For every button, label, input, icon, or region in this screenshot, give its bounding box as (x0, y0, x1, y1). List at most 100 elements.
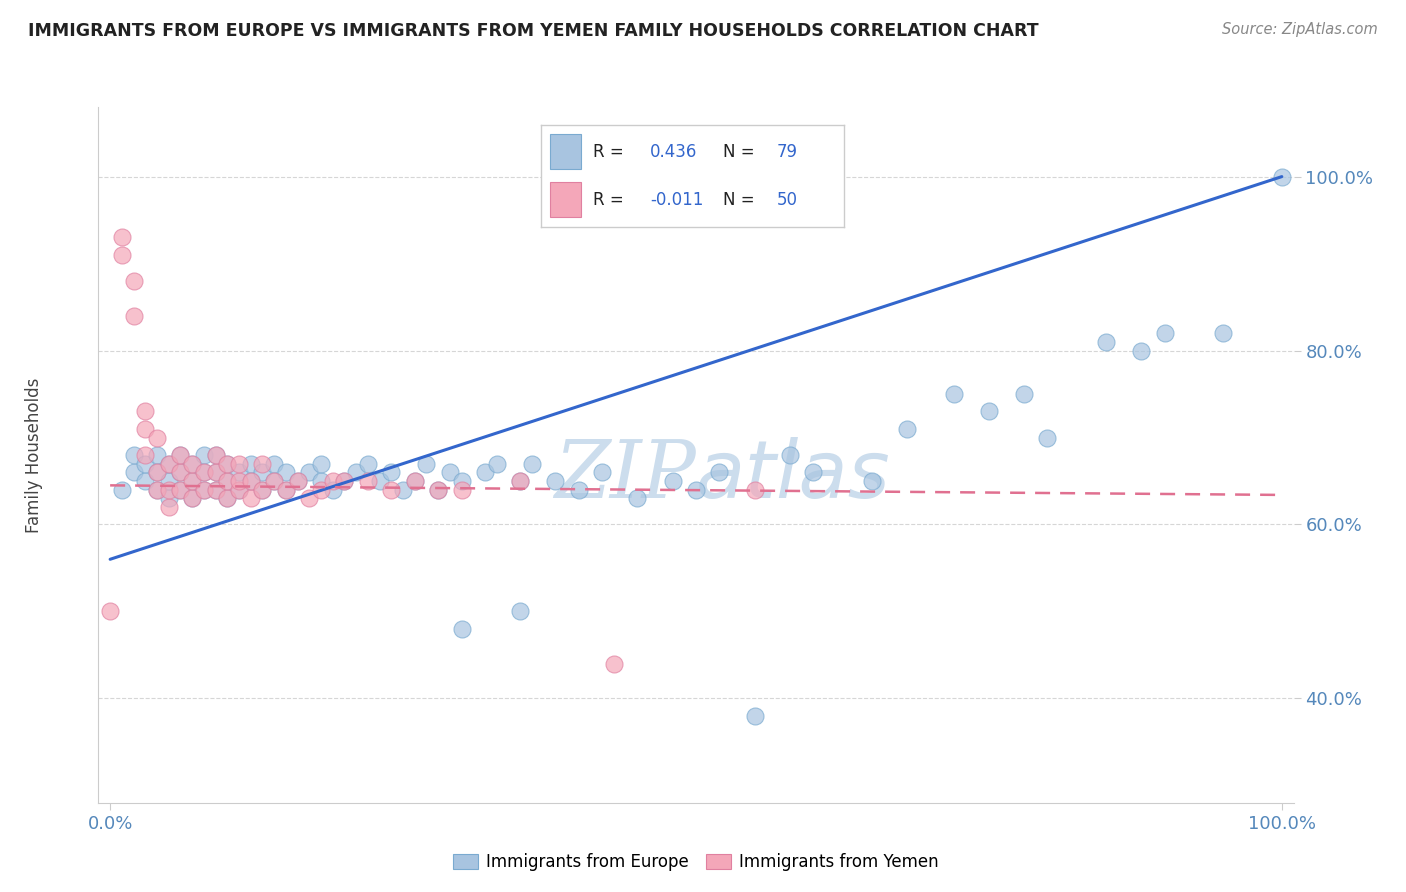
Point (157, 500, 180, 514)
Point (217, 457, 239, 471)
Point (450, 483, 472, 497)
Point (1095, 334, 1118, 349)
Point (568, 483, 591, 497)
Point (309, 474, 332, 488)
Point (193, 466, 215, 480)
Point (122, 309, 145, 323)
Point (942, 387, 965, 401)
Point (485, 457, 508, 471)
FancyBboxPatch shape (550, 134, 581, 169)
Point (239, 491, 262, 506)
Point (193, 448, 215, 462)
Text: Source: ZipAtlas.com: Source: ZipAtlas.com (1222, 22, 1378, 37)
Point (368, 474, 391, 488)
Point (779, 448, 801, 462)
Point (239, 457, 262, 471)
Point (415, 457, 437, 471)
Point (896, 422, 918, 436)
Point (181, 474, 204, 488)
Point (392, 483, 415, 497)
Point (146, 483, 169, 497)
Point (228, 483, 250, 497)
Point (204, 483, 226, 497)
Point (322, 483, 344, 497)
Point (134, 448, 156, 462)
Point (111, 483, 134, 497)
Point (333, 474, 356, 488)
Point (298, 466, 321, 480)
Point (204, 448, 226, 462)
Point (193, 466, 215, 480)
Point (309, 457, 332, 471)
Point (122, 274, 145, 288)
Point (146, 431, 169, 445)
Point (1212, 326, 1234, 341)
Point (357, 457, 380, 471)
Point (204, 466, 226, 480)
Point (357, 474, 380, 488)
Point (263, 474, 285, 488)
Text: R =: R = (593, 191, 628, 209)
Point (217, 474, 239, 488)
Point (181, 457, 204, 471)
Point (228, 483, 250, 497)
Point (474, 466, 496, 480)
Point (287, 474, 309, 488)
Text: N =: N = (723, 143, 759, 161)
Point (860, 474, 883, 488)
Point (1012, 387, 1035, 401)
Point (977, 404, 1000, 418)
Point (157, 457, 180, 471)
Point (450, 474, 472, 488)
Point (801, 466, 824, 480)
Point (427, 483, 450, 497)
Point (181, 491, 204, 506)
Point (520, 457, 543, 471)
Point (181, 457, 204, 471)
Text: 0.436: 0.436 (650, 143, 697, 161)
Point (134, 474, 156, 488)
Point (169, 448, 191, 462)
Text: atlas: atlas (696, 437, 891, 515)
Point (146, 483, 169, 497)
Point (309, 483, 332, 497)
Point (685, 483, 707, 497)
Point (1130, 343, 1153, 358)
Point (274, 483, 297, 497)
Text: IMMIGRANTS FROM EUROPE VS IMMIGRANTS FROM YEMEN FAMILY HOUSEHOLDS CORRELATION CH: IMMIGRANTS FROM EUROPE VS IMMIGRANTS FRO… (28, 22, 1039, 40)
Point (298, 491, 321, 506)
Point (217, 491, 239, 506)
Point (450, 622, 472, 636)
Point (252, 483, 274, 497)
Point (204, 448, 226, 462)
Point (239, 474, 262, 488)
Point (252, 466, 274, 480)
Text: 50: 50 (778, 191, 799, 209)
Point (193, 483, 215, 497)
Point (709, 466, 731, 480)
Point (509, 605, 531, 619)
Point (344, 466, 367, 480)
Point (169, 483, 191, 497)
Point (744, 708, 766, 723)
Point (169, 448, 191, 462)
Point (322, 474, 344, 488)
Point (181, 491, 204, 506)
Point (157, 491, 180, 506)
Point (217, 457, 239, 471)
Text: R =: R = (593, 143, 628, 161)
Point (274, 466, 297, 480)
Legend: Immigrants from Europe, Immigrants from Yemen: Immigrants from Europe, Immigrants from … (447, 847, 945, 878)
Point (404, 474, 426, 488)
Text: N =: N = (723, 191, 759, 209)
Point (146, 466, 169, 480)
Point (1036, 431, 1059, 445)
Y-axis label: Family Households: Family Households (25, 377, 42, 533)
Point (157, 457, 180, 471)
Point (111, 230, 134, 244)
FancyBboxPatch shape (550, 182, 581, 218)
Point (509, 474, 531, 488)
Point (204, 483, 226, 497)
Point (134, 422, 156, 436)
Point (626, 491, 648, 506)
